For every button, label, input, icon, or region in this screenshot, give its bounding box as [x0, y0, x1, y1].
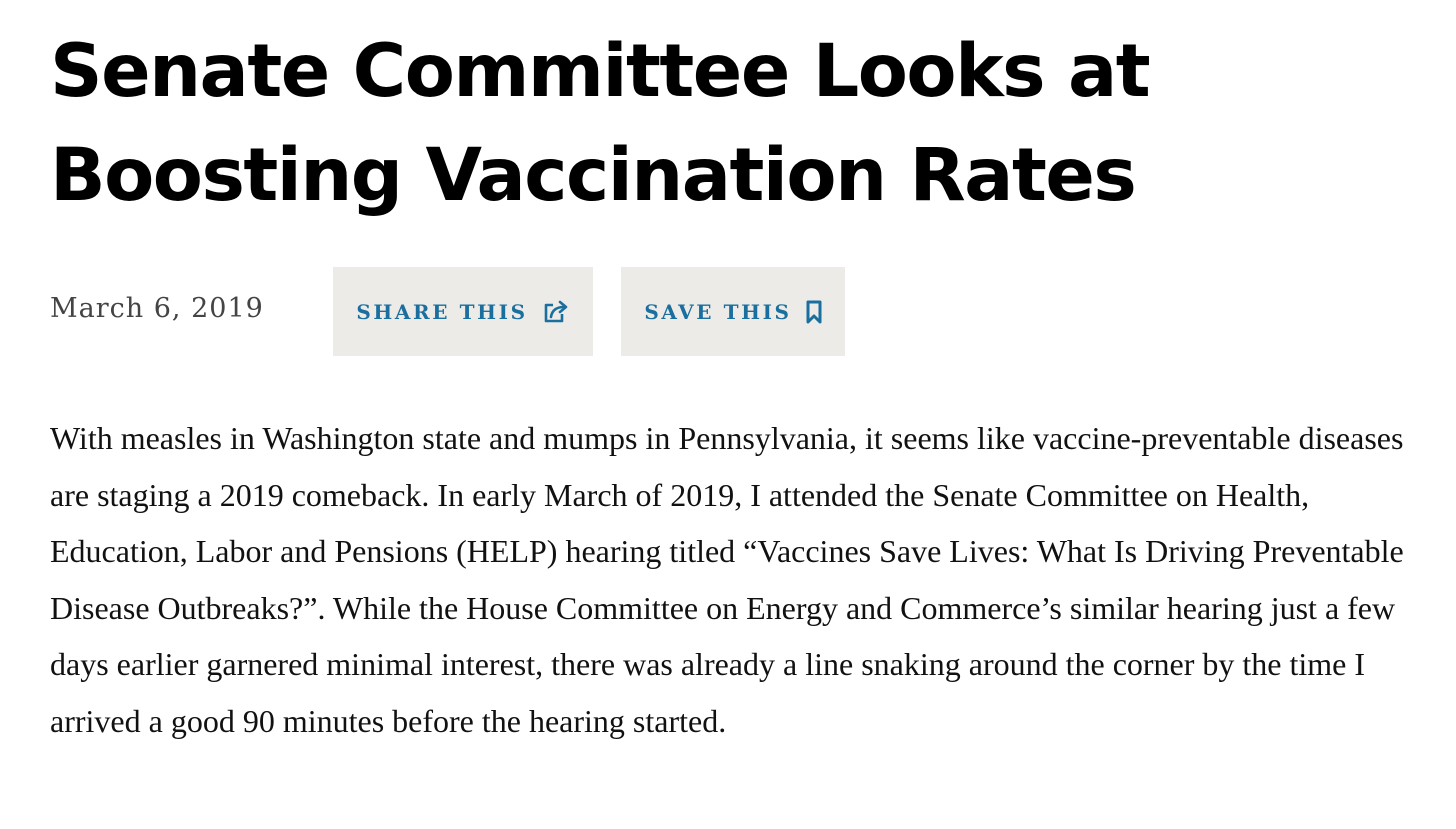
save-button[interactable]: SAVE THIS: [621, 267, 845, 356]
article-title: Senate Committee Looks at Boosting Vacci…: [50, 29, 1151, 218]
share-button[interactable]: SHARE THIS: [333, 267, 593, 356]
save-button-label: SAVE THIS: [644, 299, 792, 324]
article-body: With measles in Washington state and mum…: [50, 420, 1404, 739]
share-button-label: SHARE THIS: [356, 299, 528, 324]
publish-date: March 6, 2019: [50, 293, 264, 324]
bookmark-icon: [806, 300, 822, 324]
share-icon: [542, 299, 570, 325]
article-meta: March 6, 2019 SHARE THIS SAVE THIS: [50, 267, 873, 356]
article: Senate Committee Looks at Boosting Vacci…: [50, 0, 1450, 739]
